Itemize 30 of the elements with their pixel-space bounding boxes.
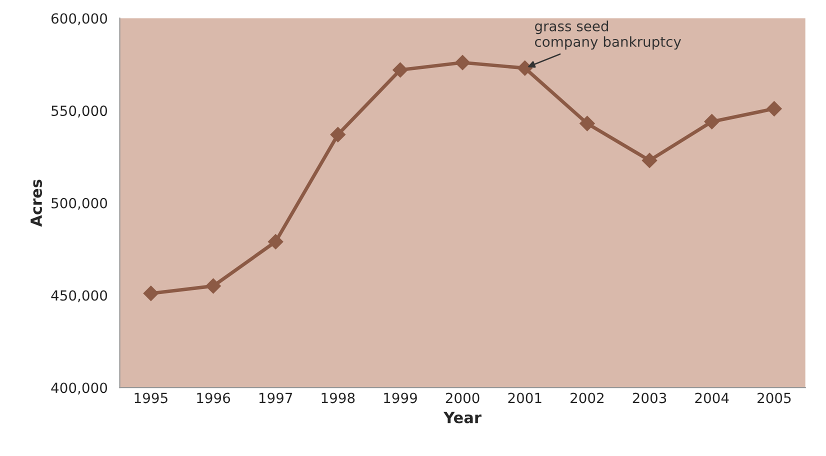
x-tick-label: 2005	[758, 392, 791, 404]
x-tick-label: 1997	[259, 392, 292, 404]
x-tick-label: 1996	[197, 392, 230, 404]
point	[143, 286, 159, 301]
x-axis-title: Year	[443, 412, 482, 424]
annotation: grass seed company bankruptcy	[535, 20, 682, 50]
point	[454, 54, 470, 70]
y-tick-label: 500,000	[52, 198, 108, 210]
point	[642, 152, 658, 168]
x-tick-label: 2002	[570, 392, 604, 404]
point	[392, 62, 408, 78]
x-tick-label: 1998	[322, 392, 355, 404]
x-tick-label: 2004	[695, 392, 729, 404]
point	[330, 127, 346, 142]
y-axis-title: Acres	[30, 180, 42, 227]
y-tick-label: 550,000	[52, 106, 108, 118]
x-tick-label: 2000	[446, 392, 480, 404]
y-tick-label: 600,000	[52, 13, 108, 26]
x-tick-label: 1999	[384, 392, 417, 404]
point	[268, 234, 284, 250]
point	[766, 101, 782, 116]
point	[206, 278, 221, 294]
y-tick-label: 400,000	[51, 382, 108, 394]
point	[517, 60, 532, 76]
point	[580, 116, 595, 132]
point	[704, 114, 720, 130]
y-tick-label: 450,000	[51, 290, 108, 302]
x-tick-label: 1995	[134, 392, 168, 404]
x-tick-label: 2003	[632, 392, 666, 404]
x-tick-label: 2001	[508, 392, 542, 404]
